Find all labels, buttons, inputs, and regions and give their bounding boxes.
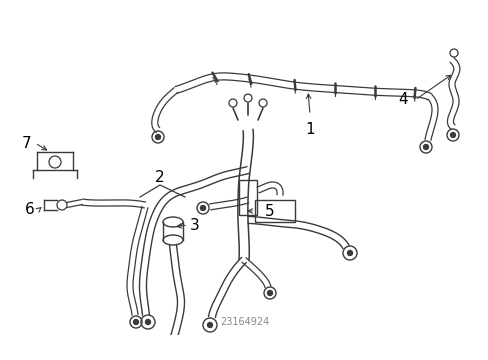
- Circle shape: [207, 323, 212, 328]
- Circle shape: [347, 251, 352, 256]
- Circle shape: [200, 206, 205, 211]
- Text: 2: 2: [155, 170, 164, 185]
- Circle shape: [449, 132, 454, 138]
- Text: 3: 3: [190, 217, 199, 233]
- Circle shape: [155, 135, 160, 139]
- Text: 23164924: 23164924: [220, 317, 268, 327]
- Bar: [254, 200, 294, 222]
- Circle shape: [267, 291, 272, 296]
- Text: 6: 6: [25, 202, 35, 217]
- Bar: [239, 180, 257, 215]
- Text: 1: 1: [305, 122, 314, 137]
- Circle shape: [162, 355, 167, 360]
- Circle shape: [133, 319, 138, 324]
- Text: 7: 7: [22, 135, 32, 150]
- Circle shape: [145, 319, 150, 324]
- Text: 5: 5: [264, 203, 274, 219]
- Text: 4: 4: [398, 93, 407, 108]
- Circle shape: [423, 144, 427, 149]
